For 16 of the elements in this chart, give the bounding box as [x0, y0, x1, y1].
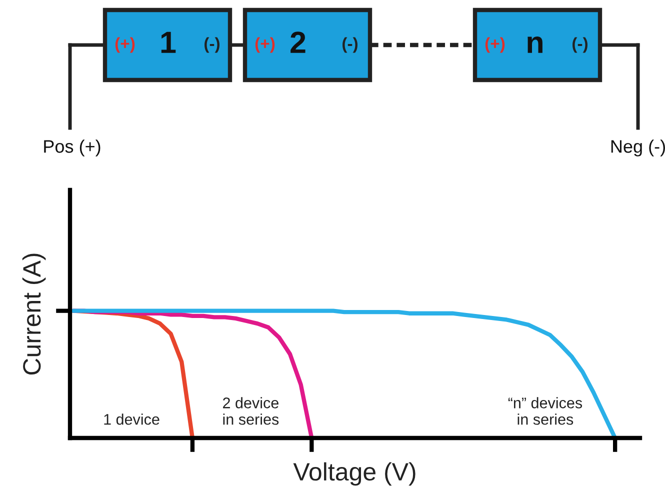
x-axis-title: Voltage (V) [293, 462, 416, 486]
y-axis-title: Current (A) [22, 254, 46, 375]
text: Pos (+) [44, 140, 100, 156]
text: 1 [161, 32, 176, 53]
text: n [528, 36, 542, 53]
text: (-) [342, 37, 358, 53]
series-label: 2 device in series [223, 397, 279, 425]
text: (+) [255, 37, 275, 53]
text: (-) [204, 37, 220, 53]
series-label: “n” devices in series [508, 397, 582, 425]
text: (-) [572, 37, 588, 53]
series-label: 1 device [104, 414, 160, 425]
text: Neg (-) [611, 140, 665, 156]
text: (+) [115, 37, 135, 53]
text: (+) [485, 37, 505, 53]
text: 2 [290, 32, 306, 53]
